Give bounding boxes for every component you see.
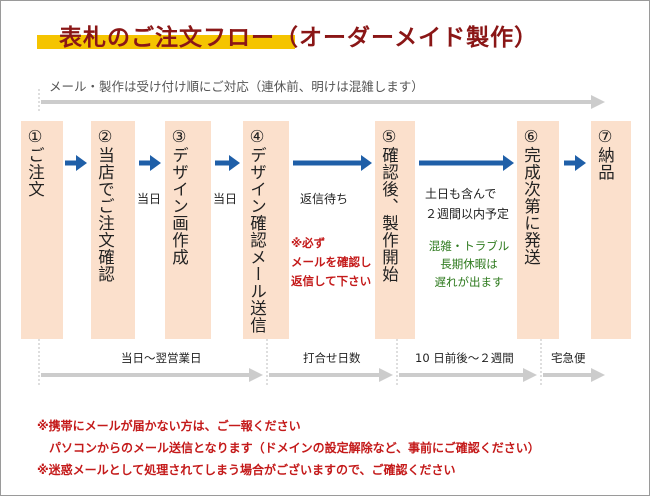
step-order: ①ご注文 [21, 121, 63, 339]
production-period-line-1: 土日も含んで [425, 187, 497, 201]
step-production-label: ⑤確認後、製作開始 [379, 127, 399, 283]
step-shipping: ⑥完成次第に発送 [517, 121, 559, 339]
delay-note-line-3: 遅れが出ます [434, 275, 504, 289]
step-design-draft-label: ③デザイン画作成 [169, 127, 189, 266]
step-order-label: ①ご注文 [25, 127, 45, 198]
arrow-5-6-head [503, 155, 514, 171]
production-period-line-2: ２週間以内予定 [425, 207, 510, 221]
reply-note-line-1: ※必ず [291, 236, 326, 250]
timeline-arrow-2-head [379, 368, 393, 382]
step-delivery: ⑦納品 [591, 121, 631, 339]
page-title: 表札のご注文フロー（オーダーメイド製作） [59, 25, 539, 51]
delay-note-line-2: 長期休暇は [440, 257, 498, 271]
note-line-1: ※携帯にメールが届かない方は、ご一報ください [37, 419, 301, 433]
step-design-draft: ③デザイン画作成 [165, 121, 211, 339]
step-shop-confirm: ②当店でご注文確認 [91, 121, 135, 339]
arrow-2-3-head [150, 155, 161, 171]
timeline-label-3: 10 日前後〜２週間 [415, 351, 514, 365]
same-day-label-1: 当日 [137, 192, 162, 206]
arrow-3-4-head [229, 155, 240, 171]
step-shop-confirm-label: ②当店でご注文確認 [95, 127, 115, 283]
delay-note-line-1: 混雑・トラブル [428, 239, 510, 253]
reply-note-line-3: 返信して下さい [291, 274, 372, 288]
timeline-label-1: 当日〜翌営業日 [121, 351, 202, 365]
note-line-3: ※迷惑メールとして処理されてしまう場合がございますので、ご確認ください [37, 463, 456, 477]
same-day-label-2: 当日 [213, 192, 238, 206]
timeline-arrow-4-head [591, 368, 605, 382]
timeline-arrow-1-head [249, 368, 263, 382]
top-progress-arrowhead [591, 95, 605, 109]
awaiting-reply-label: 返信待ち [300, 192, 349, 206]
arrow-4-5-head [361, 155, 372, 171]
arrow-1-2-head [76, 155, 87, 171]
step-production: ⑤確認後、製作開始 [375, 121, 415, 339]
note-line-2: パソコンからのメール送信となります（ドメインの設定解除など、事前にご確認ください… [49, 441, 540, 455]
step-design-mail: ④デザイン確認メール送信 [243, 121, 289, 339]
reply-note-line-2: メールを確認し [291, 255, 372, 269]
arrow-6-7-head [575, 155, 586, 171]
subtitle: メール・製作は受け付け順にご対応（連休前、明けは混雑します） [49, 79, 424, 94]
step-delivery-label: ⑦納品 [595, 127, 615, 181]
timeline-label-4: 宅急便 [551, 351, 586, 365]
timeline-label-2: 打合せ日数 [303, 351, 361, 365]
step-design-mail-label: ④デザイン確認メール送信 [247, 127, 267, 334]
step-shipping-label: ⑥完成次第に発送 [521, 127, 541, 266]
timeline-arrow-3-head [523, 368, 537, 382]
title-highlight [37, 35, 295, 49]
